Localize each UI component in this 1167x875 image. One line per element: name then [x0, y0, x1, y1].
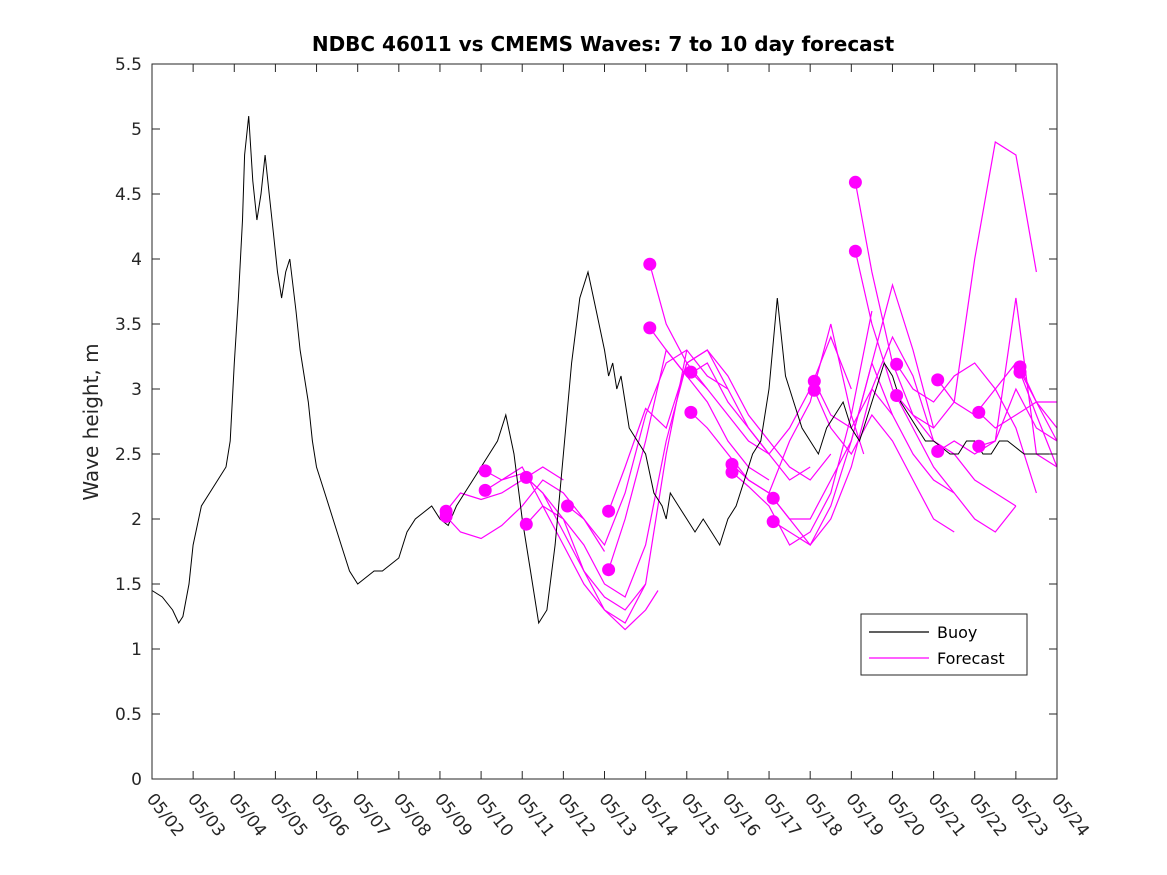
forecast-start-marker — [1013, 365, 1027, 379]
forecast-start-marker — [643, 257, 657, 271]
y-tick-label: 0.5 — [115, 705, 142, 725]
forecast-start-marker — [972, 405, 986, 419]
y-tick-label: 4 — [131, 250, 142, 270]
y-axis-label: Wave height, m — [79, 343, 103, 500]
plot-area — [151, 115, 1058, 631]
y-tick-label: 1 — [131, 640, 142, 660]
forecast-run-line — [1019, 366, 1058, 442]
forecast-start-marker — [602, 504, 616, 518]
forecast-start-marker — [931, 373, 945, 387]
y-tick-label: 2.5 — [115, 445, 142, 465]
forecast-start-marker — [848, 244, 862, 258]
buoy-series-line — [151, 115, 1057, 625]
y-tick-label: 5 — [131, 120, 142, 140]
forecast-start-marker — [643, 321, 657, 335]
forecast-start-marker — [478, 483, 492, 497]
legend-label-forecast: Forecast — [937, 649, 1005, 668]
forecast-run-line — [1019, 371, 1058, 468]
forecast-run-line — [690, 323, 865, 494]
chart-title: NDBC 46011 vs CMEMS Waves: 7 to 10 day f… — [312, 32, 895, 56]
forecast-run-line — [649, 327, 811, 481]
forecast-start-marker — [602, 563, 616, 577]
forecast-start-marker — [890, 389, 904, 402]
forecast-run-line — [525, 361, 708, 598]
forecast-start-marker — [848, 175, 862, 189]
y-tick-label: 3.5 — [115, 315, 142, 335]
forecast-start-marker — [684, 365, 698, 379]
forecast-run-line — [484, 470, 647, 611]
forecast-run-line — [772, 282, 935, 546]
forecast-start-marker — [684, 405, 698, 419]
forecast-run-line — [772, 335, 935, 546]
forecast-run-line — [445, 466, 564, 512]
forecast-start-marker — [766, 491, 780, 505]
legend-label-buoy: Buoy — [937, 623, 977, 642]
forecast-run-line — [525, 349, 688, 624]
forecast-start-marker — [807, 374, 821, 388]
forecast-start-marker — [807, 383, 821, 397]
forecast-start-marker — [766, 515, 780, 529]
y-tick-label: 5.5 — [115, 55, 142, 75]
y-tick-label: 3 — [131, 380, 142, 400]
forecast-start-marker — [439, 509, 453, 523]
forecast-run-line — [484, 466, 659, 631]
legend: Buoy Forecast — [860, 613, 1028, 676]
forecast-run-line — [813, 380, 955, 494]
forecast-start-marker — [478, 464, 492, 478]
y-tick-label: 1.5 — [115, 575, 142, 595]
forecast-start-marker — [561, 499, 574, 513]
forecast-run-line — [896, 141, 1037, 429]
y-tick-label: 4.5 — [115, 185, 142, 205]
forecast-run-line — [978, 401, 1057, 429]
y-tick-label: 0 — [131, 770, 142, 790]
forecast-run-line — [896, 362, 1037, 494]
forecast-start-marker — [890, 357, 904, 371]
forecast-run-line — [854, 251, 1017, 533]
forecast-run-line — [445, 479, 606, 552]
y-tick-label: 2 — [131, 510, 142, 530]
forecast-start-marker — [519, 517, 533, 531]
forecast-run-line — [813, 390, 955, 533]
forecast-run-line — [690, 335, 852, 455]
forecast-start-marker — [972, 439, 986, 453]
forecast-start-marker — [519, 470, 533, 484]
forecast-start-marker — [725, 465, 739, 479]
legend-box — [860, 613, 1028, 676]
forecast-start-marker — [931, 444, 945, 458]
